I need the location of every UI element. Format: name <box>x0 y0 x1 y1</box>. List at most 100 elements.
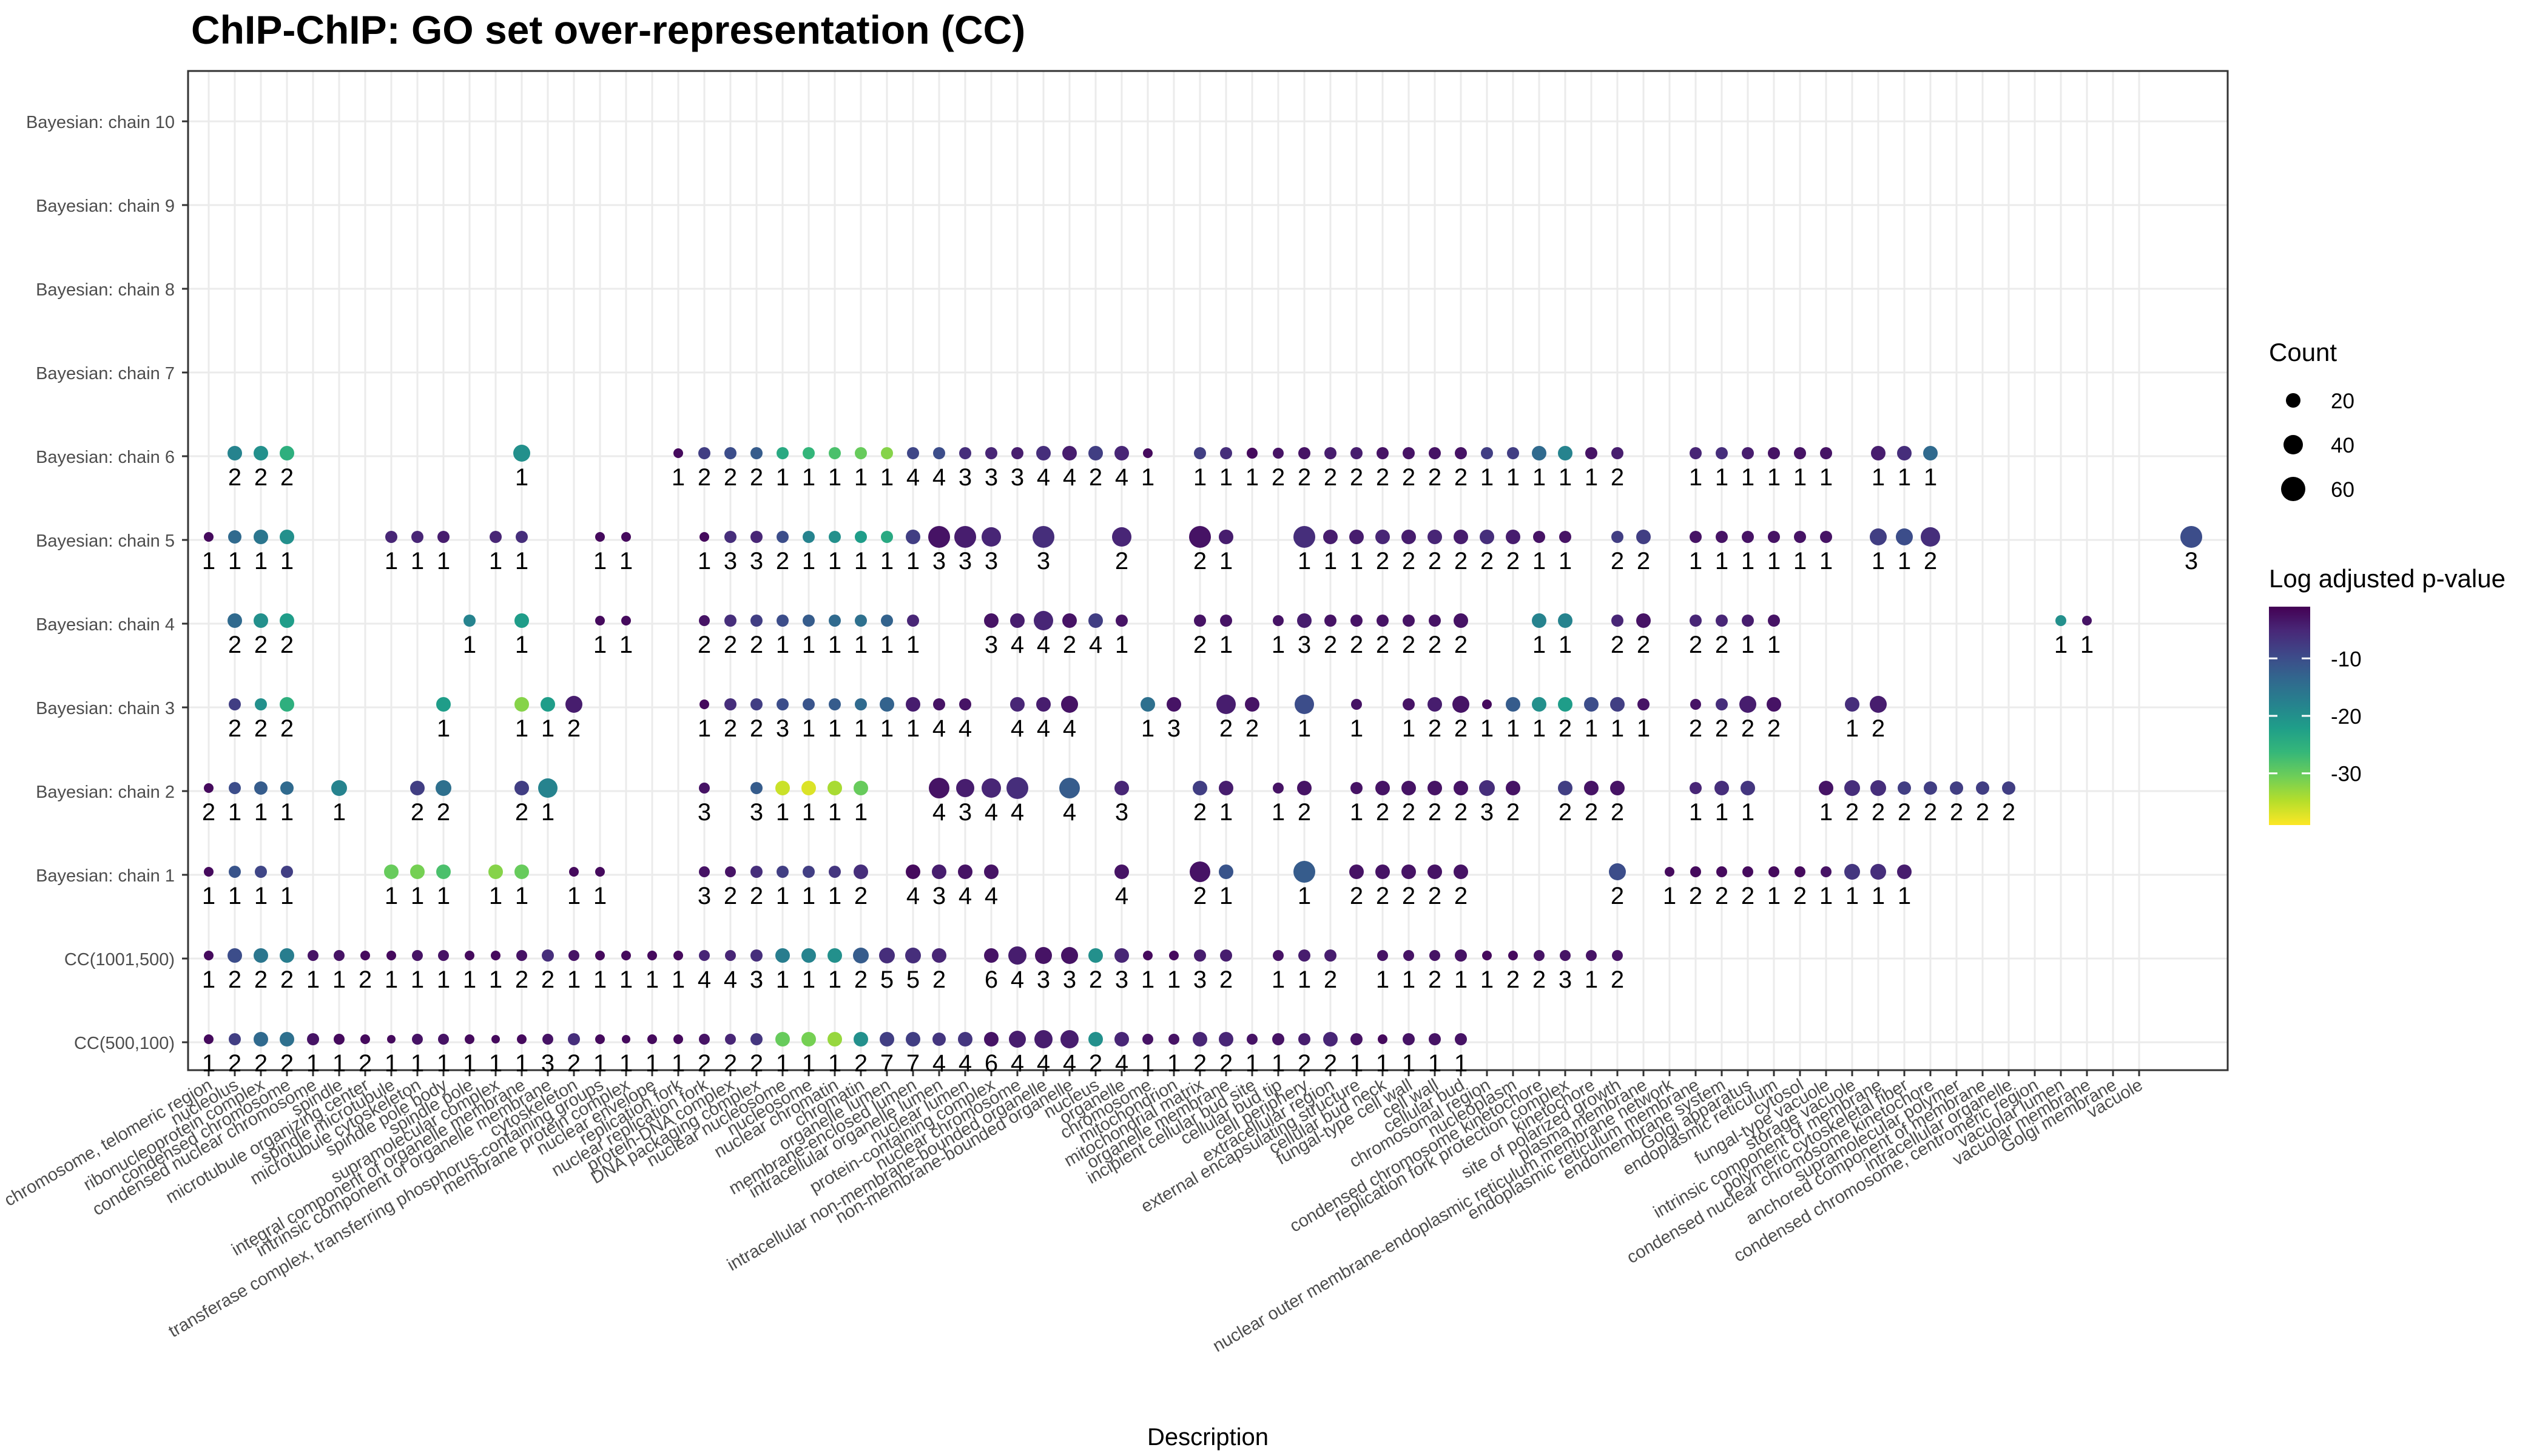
data-point <box>1298 1033 1310 1045</box>
point-count-label: 1 <box>828 548 841 575</box>
data-point <box>621 616 631 625</box>
point-count-label: 2 <box>1872 715 1885 742</box>
data-point <box>777 615 789 627</box>
data-point <box>1427 864 1442 879</box>
point-count-label: 2 <box>1402 883 1415 909</box>
data-point <box>514 781 529 795</box>
data-point <box>1349 864 1364 879</box>
point-count-label: 1 <box>1898 883 1911 909</box>
data-point <box>1350 447 1363 459</box>
data-point <box>1377 615 1389 627</box>
data-point <box>1558 697 1572 712</box>
point-count-label: 2 <box>1402 548 1415 575</box>
point-count-label: 2 <box>1324 632 1337 658</box>
data-point <box>1273 950 1284 961</box>
point-count-label: 3 <box>1063 966 1076 993</box>
color-bar-label: -20 <box>2331 705 2362 729</box>
data-point <box>801 948 816 963</box>
data-point <box>1690 447 1702 459</box>
point-count-label: 4 <box>932 1050 946 1077</box>
point-count-label: 1 <box>437 966 450 993</box>
point-count-label: 1 <box>776 1050 789 1077</box>
data-point <box>1480 530 1494 544</box>
data-point <box>1220 949 1232 962</box>
y-tick-label: Bayesian: chain 2 <box>36 783 175 802</box>
point-count-label: 1 <box>463 1050 476 1077</box>
data-point <box>855 698 867 710</box>
point-count-label: 1 <box>411 1050 424 1077</box>
point-count-label: 2 <box>280 715 294 742</box>
data-point <box>1295 695 1314 714</box>
plot-panel <box>188 71 2228 1070</box>
point-count-label: 2 <box>1611 464 1624 491</box>
point-count-label: 1 <box>202 966 215 993</box>
point-count-label: 4 <box>959 715 972 742</box>
point-count-label: 1 <box>1819 548 1833 575</box>
data-point <box>334 1034 345 1045</box>
point-count-label: 2 <box>1428 883 1441 909</box>
point-count-label: 3 <box>776 715 789 742</box>
point-count-label: 1 <box>828 1050 841 1077</box>
point-count-label: 4 <box>959 1050 972 1077</box>
data-point <box>699 532 709 542</box>
data-point <box>1742 531 1754 543</box>
data-point <box>1870 696 1887 713</box>
data-point <box>929 778 949 798</box>
point-count-label: 1 <box>463 632 476 658</box>
data-point <box>1324 949 1336 962</box>
data-point <box>1768 531 1780 543</box>
point-count-label: 3 <box>932 883 946 909</box>
data-point <box>1114 781 1129 795</box>
data-point <box>1690 866 1701 877</box>
point-count-label: 2 <box>228 464 241 491</box>
point-count-label: 4 <box>1011 632 1024 658</box>
point-count-label: 3 <box>698 799 711 826</box>
data-point <box>1921 527 1940 547</box>
data-point <box>1273 783 1284 794</box>
point-count-label: 2 <box>1585 799 1598 826</box>
data-point <box>1870 864 1886 880</box>
point-count-label: 2 <box>1715 632 1728 658</box>
data-point <box>255 698 267 710</box>
point-count-label: 1 <box>1141 464 1154 491</box>
data-point <box>906 1032 920 1046</box>
point-count-label: 2 <box>1350 464 1363 491</box>
data-point <box>801 781 816 795</box>
point-count-label: 1 <box>515 883 528 909</box>
point-count-label: 2 <box>1115 548 1128 575</box>
data-point <box>1350 782 1363 794</box>
data-point <box>541 697 555 712</box>
data-point <box>907 447 919 459</box>
data-point <box>1950 781 1963 795</box>
point-count-label: 1 <box>2080 632 2094 658</box>
data-point <box>204 951 214 960</box>
data-point <box>1534 950 1545 961</box>
data-point <box>829 447 841 459</box>
data-point <box>465 951 474 960</box>
point-count-label: 4 <box>985 883 998 909</box>
data-point <box>1481 447 1493 459</box>
point-count-label: 4 <box>932 464 946 491</box>
data-point <box>982 527 1001 547</box>
point-count-label: 4 <box>1115 464 1128 491</box>
point-count-label: 1 <box>802 1050 815 1077</box>
point-count-label: 3 <box>2185 548 2198 575</box>
point-count-label: 1 <box>593 883 607 909</box>
point-count-label: 1 <box>202 883 215 909</box>
point-count-label: 2 <box>1767 715 1781 742</box>
data-point <box>1532 446 1546 460</box>
data-point <box>1061 947 1078 964</box>
data-point <box>565 696 582 713</box>
point-count-label: 2 <box>1480 548 1494 575</box>
data-point <box>699 615 710 626</box>
point-count-label: 1 <box>1585 464 1598 491</box>
data-point <box>1035 947 1052 964</box>
point-count-label: 1 <box>1272 1050 1285 1077</box>
point-count-label: 2 <box>254 632 268 658</box>
data-point <box>229 1033 241 1045</box>
data-point <box>1714 781 1729 795</box>
point-count-label: 2 <box>1219 715 1233 742</box>
y-tick-label: Bayesian: chain 5 <box>36 531 175 551</box>
data-point <box>411 531 423 543</box>
data-point <box>829 531 841 543</box>
